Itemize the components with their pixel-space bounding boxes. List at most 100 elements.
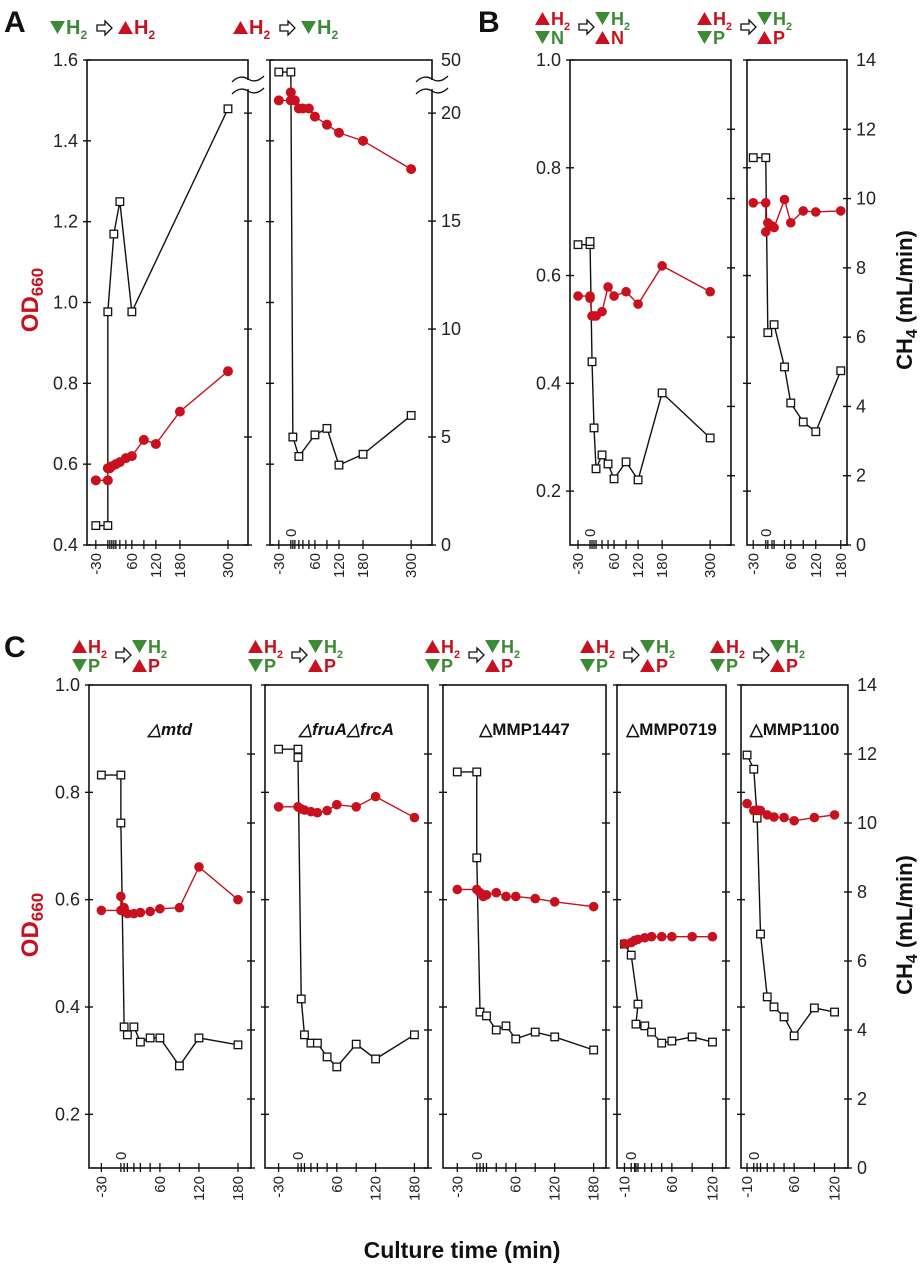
y-tick-label-ch4: 15 xyxy=(441,211,461,231)
condition-label: H2 xyxy=(551,9,570,33)
od-data-point xyxy=(194,862,204,872)
ch4-data-point xyxy=(603,459,613,469)
y-tick-label-od: 0.6 xyxy=(53,454,78,474)
condition-species: H xyxy=(551,9,564,29)
triangle-down-icon xyxy=(425,659,440,672)
condition-label: P xyxy=(786,656,798,676)
condition-species: P xyxy=(656,656,668,676)
plot-frame xyxy=(746,59,848,546)
x-tick-label: 120 xyxy=(827,1176,844,1201)
ch4-series-line xyxy=(101,774,239,1068)
triangle-up-icon xyxy=(770,659,785,672)
ch4-data-point xyxy=(589,423,599,433)
ch4-data-point xyxy=(116,770,126,780)
ch4-data-point xyxy=(621,457,631,467)
ch4-data-point xyxy=(371,1054,381,1064)
ch4-data-point xyxy=(705,433,715,443)
y-tick-label-ch4: 50 xyxy=(441,50,461,70)
ch4-series-line xyxy=(278,71,412,467)
y-tick-label-ch4: 2 xyxy=(857,1089,867,1109)
ch4-data-point xyxy=(322,1052,332,1062)
od-data-point xyxy=(603,282,613,292)
condition-subscript: 2 xyxy=(799,649,805,661)
y-tick-label-od: 0.4 xyxy=(53,535,78,555)
x-zero-label: 0 xyxy=(283,529,300,537)
y-tick-label-ch4: 5 xyxy=(441,427,451,447)
condition-label: H2 xyxy=(713,9,732,33)
condition-header: H2 H2P P xyxy=(72,637,167,676)
condition-label: P xyxy=(324,656,336,676)
plot-frame xyxy=(442,684,607,1169)
triangle-down-icon xyxy=(308,640,323,653)
x-tick-label: 180 xyxy=(355,553,372,578)
condition-subscript: 2 xyxy=(669,649,675,661)
od-data-point xyxy=(585,293,595,303)
panel-letter-a: A xyxy=(4,6,26,39)
x-zero-label: 0 xyxy=(746,1152,763,1160)
ch4-data-point xyxy=(631,1019,641,1029)
condition-species: H xyxy=(324,637,337,657)
od-data-point xyxy=(370,791,381,802)
ch4-data-point xyxy=(233,1040,243,1050)
ch4-data-point xyxy=(109,229,119,239)
condition-subscript: 2 xyxy=(161,649,167,661)
x-tick-label: 120 xyxy=(191,1176,208,1201)
triangle-down-icon xyxy=(710,659,725,672)
x-tick-label: 60 xyxy=(152,1176,169,1193)
od-data-point xyxy=(609,291,619,301)
triangle-down-icon xyxy=(640,640,655,653)
od-data-point xyxy=(222,366,233,377)
condition-header: H2 H2N N xyxy=(535,9,630,48)
ch4-data-point xyxy=(748,153,758,163)
od-data-point xyxy=(530,893,541,904)
x-tick-label: 180 xyxy=(172,553,189,578)
od-data-point xyxy=(116,891,126,902)
x-tick-label: 180 xyxy=(586,1176,603,1201)
y-axis-title-ch4-b: CH4 (mL/min) xyxy=(892,230,921,370)
od-data-point xyxy=(621,286,631,297)
od-data-point xyxy=(656,931,667,942)
condition-header: H2 H2P P xyxy=(580,637,675,676)
ch4-data-point xyxy=(409,1030,419,1040)
ch4-data-point xyxy=(194,1033,204,1043)
ch4-data-point xyxy=(296,994,306,1004)
ch4-data-point xyxy=(708,1037,717,1047)
plot-frame xyxy=(569,59,732,546)
y-axis-title-ch4-c: CH4 (mL/min) xyxy=(892,855,921,995)
od-data-point xyxy=(829,810,840,820)
ch4-data-point xyxy=(351,1039,361,1049)
ch4-data-point xyxy=(752,813,762,823)
x-tick-label: 180 xyxy=(230,1176,247,1201)
condition-label: P xyxy=(596,656,608,676)
condition-subscript: 2 xyxy=(454,649,460,661)
condition-species: H xyxy=(656,637,669,657)
condition-species: P xyxy=(726,656,738,676)
od-data-point xyxy=(452,884,463,895)
od-data-point xyxy=(769,812,779,822)
od-data-point xyxy=(145,906,155,917)
condition-label: N xyxy=(611,28,624,48)
condition-subscript: 2 xyxy=(786,21,792,33)
plot-frame xyxy=(616,684,727,1169)
y-tick-label-ch4: 14 xyxy=(857,675,877,695)
x-tick-label: -30 xyxy=(271,553,288,575)
ch4-data-point xyxy=(550,1032,560,1042)
ch4-data-point xyxy=(763,328,773,338)
ch4-data-point xyxy=(633,999,643,1009)
x-tick-label: 60 xyxy=(307,553,324,570)
ch4-data-point xyxy=(312,1038,322,1048)
condition-species: H xyxy=(264,637,277,657)
y-tick-label-ch4: 0 xyxy=(856,535,866,555)
y-tick-label-ch4: 10 xyxy=(857,813,877,833)
od-data-point xyxy=(331,799,342,810)
arrow-right-icon xyxy=(96,19,113,37)
x-tick-label: 300 xyxy=(403,553,420,578)
od-data-point xyxy=(90,475,101,486)
ch4-data-point xyxy=(472,767,482,777)
triangle-up-icon xyxy=(72,640,87,653)
condition-species: H xyxy=(88,637,101,657)
